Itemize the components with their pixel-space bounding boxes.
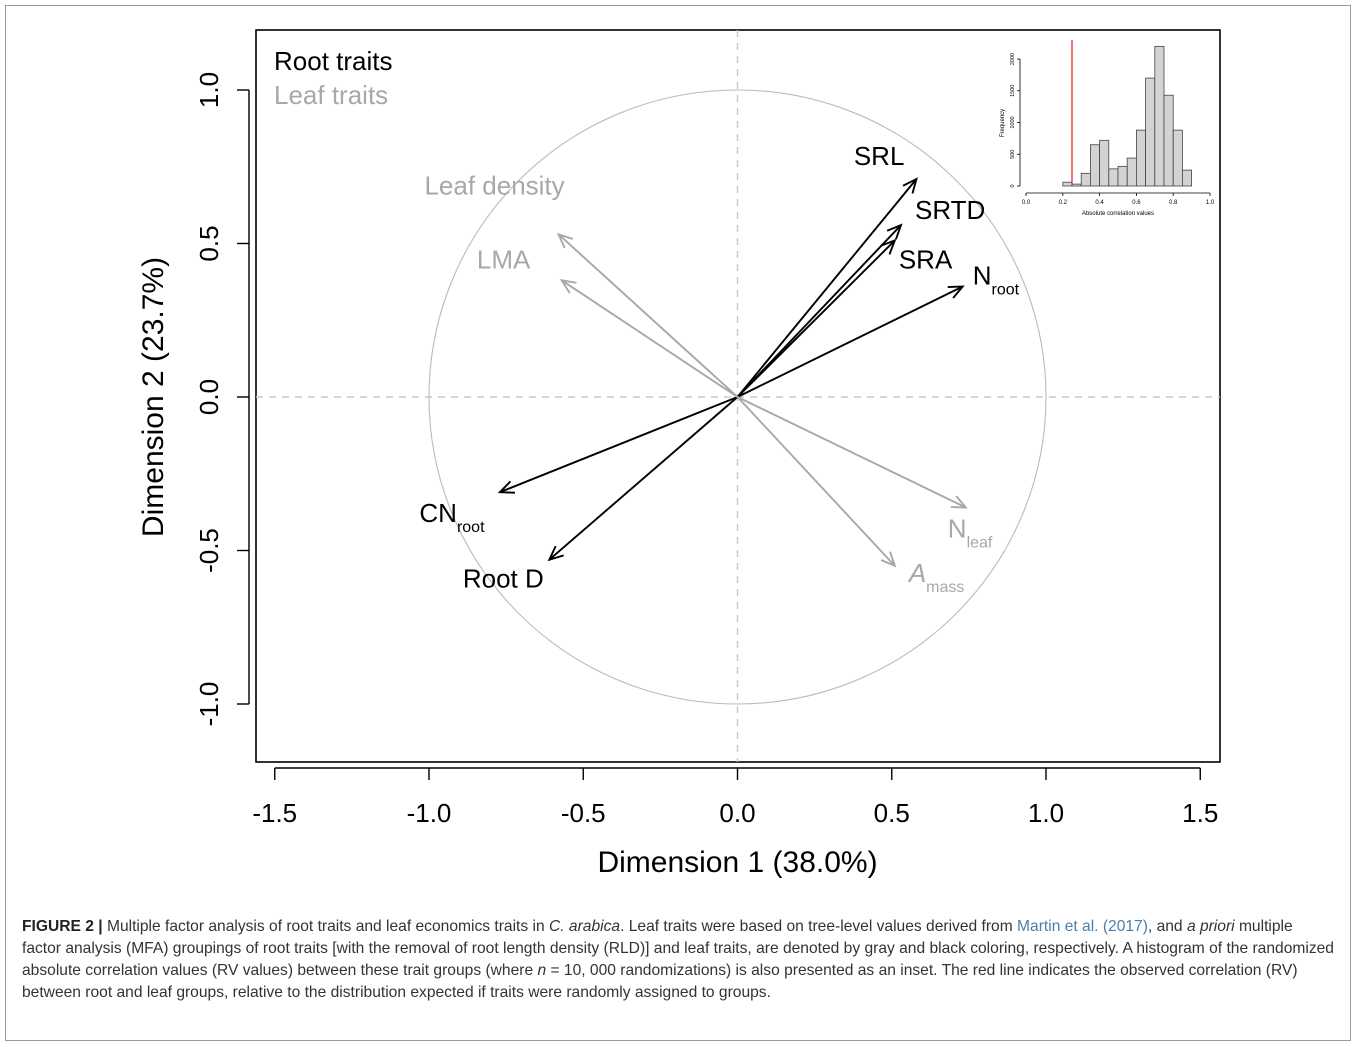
x-tick-label: -1.5	[252, 798, 297, 828]
legend-item: Root traits	[274, 46, 393, 76]
histogram-bar	[1080, 172, 1091, 187]
citation-link[interactable]: Martin et al. (2017)	[1017, 918, 1148, 935]
legend-item: Leaf traits	[274, 80, 388, 110]
y-tick-label: 1.0	[194, 72, 224, 108]
trait-label: Root D	[463, 564, 544, 594]
inset-x-axis-label: Absolute correlation values	[1082, 211, 1154, 217]
trait-label: Nleaf	[948, 514, 993, 552]
histogram-bar	[1117, 165, 1128, 187]
histogram-bar	[1172, 129, 1183, 187]
histogram-bar	[1154, 45, 1165, 187]
histogram-bar	[1126, 157, 1137, 187]
caption-fragment: multiple factor analysis (MFA) groupings…	[22, 918, 1334, 979]
x-tick-label: 1.5	[1182, 798, 1218, 828]
histogram-bar	[1163, 94, 1174, 187]
vector-arrowhead	[950, 495, 968, 509]
trait-label: Leaf density	[424, 170, 564, 200]
trait-vector	[561, 279, 739, 398]
vector-arrowhead	[559, 279, 577, 294]
histogram-bar	[1108, 168, 1119, 187]
inset-y-tick-label: 0	[1010, 184, 1016, 187]
caption-fragment: Multiple factor analysis of root traits …	[102, 918, 549, 935]
trait-label: SRL	[854, 141, 905, 171]
caption-text: Multiple factor analysis of root traits …	[22, 918, 1334, 1001]
inset-x-tick-label: 0.4	[1095, 200, 1104, 206]
inset-x-tick-label: 0.0	[1022, 200, 1031, 206]
inset-histogram: 0.0 0.2 0.4 0.6 0.8 1.0 Absolute correlation v…	[1000, 40, 1215, 217]
caption-fragment: a priori	[1186, 918, 1235, 935]
histogram-bar	[1136, 129, 1147, 187]
figure-label: FIGURE 2 |	[22, 918, 103, 935]
trait-vector	[557, 233, 739, 398]
vector-arrowhead	[497, 480, 515, 494]
y-tick-label: -0.5	[194, 528, 224, 573]
inset-y-tick-label: 2000	[1010, 53, 1016, 65]
inset-y-tick-label: 1500	[1010, 85, 1016, 97]
trait-label: Nroot	[973, 260, 1020, 298]
inset-y-axis-label: Frequency	[1000, 109, 1006, 137]
trait-label: CNroot	[419, 498, 485, 536]
histogram-bar	[1071, 183, 1082, 187]
trait-vector	[736, 224, 902, 398]
inset-x-tick-label: 0.6	[1132, 200, 1141, 206]
histogram-bar	[1062, 181, 1073, 187]
trait-label: SRA	[899, 244, 953, 274]
trait-vector	[736, 239, 896, 398]
x-axis-label: Dimension 1 (38.0%)	[597, 846, 877, 879]
figure-caption: FIGURE 2 | Multiple factor analysis of r…	[22, 916, 1334, 1004]
caption-fragment: . Leaf traits were based on tree-level v…	[620, 918, 1018, 935]
vector-arrowhead	[886, 223, 903, 240]
vector-arrowhead	[880, 238, 897, 255]
x-tick-label: 0.5	[874, 798, 910, 828]
y-tick-label: -1.0	[194, 682, 224, 727]
vector-arrowhead	[902, 177, 918, 194]
vector-arrowhead	[556, 232, 574, 249]
vector-arrowhead	[947, 285, 965, 299]
inset-y-tick-label: 1000	[1010, 116, 1016, 128]
vector-arrowhead	[547, 545, 564, 562]
histogram-bar	[1145, 77, 1156, 187]
trait-vector	[736, 178, 918, 398]
caption-fragment: C. arabica	[548, 918, 621, 935]
histogram-bar	[1182, 169, 1193, 187]
y-tick-label: 0.0	[194, 379, 224, 415]
histogram-bar	[1099, 139, 1110, 187]
y-axis-label: Dimension 2 (23.7%)	[137, 257, 170, 537]
trait-vector	[548, 396, 739, 561]
x-tick-label: -1.0	[407, 798, 452, 828]
x-tick-label: -0.5	[561, 798, 606, 828]
trait-label: LMA	[477, 244, 531, 274]
trait-vector	[737, 285, 964, 398]
trait-label: SRTD	[915, 195, 985, 225]
trait-vector	[499, 396, 738, 494]
correlation-circle	[428, 89, 1047, 705]
vector-arrowhead	[880, 551, 897, 568]
trait-vector	[737, 396, 967, 509]
trait-vector	[736, 396, 896, 567]
x-tick-label: 1.0	[1028, 798, 1064, 828]
inset-y-tick-label: 500	[1010, 150, 1016, 159]
trait-label: Amass	[907, 558, 965, 596]
caption-fragment: n	[537, 962, 547, 979]
histogram-bar	[1090, 144, 1101, 187]
inset-x-tick-label: 0.8	[1169, 200, 1178, 206]
caption-fragment: = 10, 000 randomizations) is also presen…	[22, 962, 1298, 1001]
figure-plot: -1.5 -1.0 -0.5 0.0 0.5 1.0 1.5 Dimension 1 (38.…	[137, 29, 1221, 879]
caption-fragment: , and	[1147, 918, 1187, 935]
inset-x-tick-label: 0.2	[1059, 200, 1068, 206]
y-tick-label: 0.5	[194, 225, 224, 261]
x-tick-label: 0.0	[719, 798, 755, 828]
inset-x-tick-label: 1.0	[1206, 200, 1215, 206]
figure-frame	[5, 5, 1351, 1041]
